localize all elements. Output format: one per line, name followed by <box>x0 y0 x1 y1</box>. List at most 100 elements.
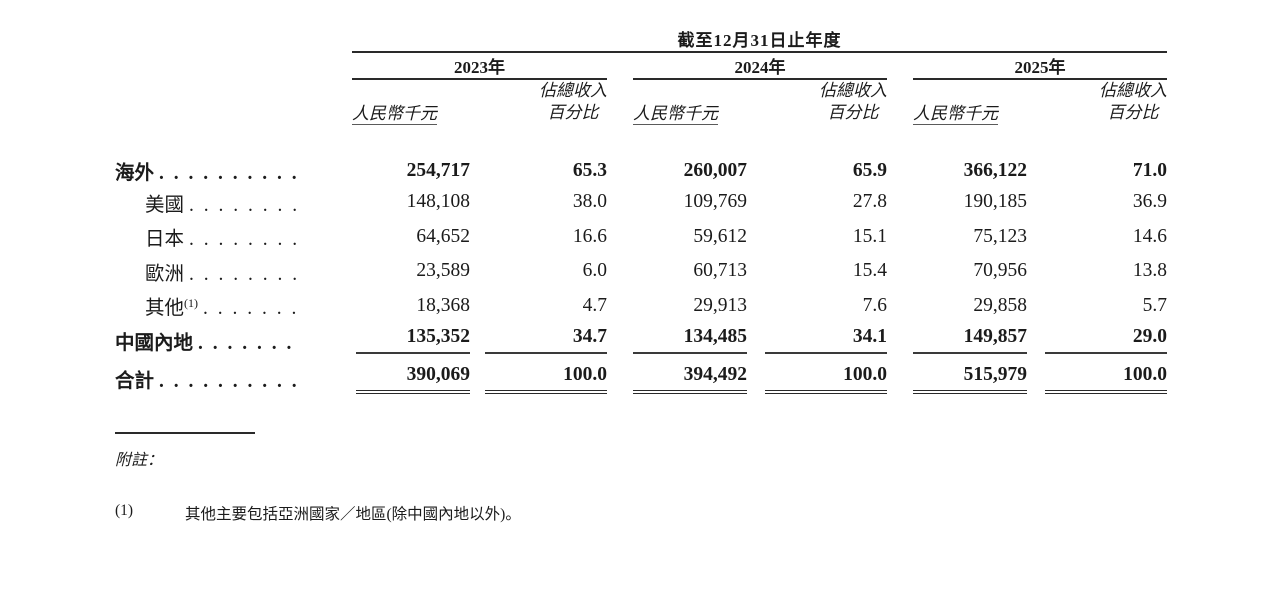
table-row-japan: 日本. . . . . . . . 64,652 16.6 59,612 15.… <box>115 220 1167 255</box>
column-gap <box>887 79 913 124</box>
pct-subheader-block: 佔總收入 百分比 <box>1099 80 1167 124</box>
amount-2023-cell: 148,108 <box>406 191 470 213</box>
row-label-cell: 其他(1) . . . . . . . <box>115 289 352 324</box>
amount-2024-cell: 394,492 <box>633 358 747 400</box>
pct-2023-cell: 16.6 <box>572 225 607 247</box>
year-header-2023: 2023年 <box>352 52 607 80</box>
pct-subheader-block: 佔總收入 百分比 <box>539 80 607 124</box>
pct-subheader-block: 佔總收入 百分比 <box>819 80 887 124</box>
amount-2024-cell: 260,007 <box>683 159 747 181</box>
row-label-cell: 美國. . . . . . . . <box>115 185 352 220</box>
amount-subheader-text: 人民幣千元 <box>352 104 437 126</box>
table-row-total: 合計. . . . . . . . . . 390,069 100.0 394,… <box>115 358 1167 400</box>
amount-2023-cell: 18,368 <box>416 294 470 316</box>
row-label-cell: 海外. . . . . . . . . . <box>115 124 352 185</box>
dot-leader: . . . . . . . . <box>189 263 300 285</box>
table-row-mainland-china: 中國內地. . . . . . . 135,352 34.7 134,485 3… <box>115 323 1167 358</box>
pct-2023-cell: 4.7 <box>582 294 607 316</box>
amount-2025-cell: 190,185 <box>963 191 1027 213</box>
table-row-others: 其他(1) . . . . . . . 18,368 4.7 29,913 7.6… <box>115 289 1167 324</box>
period-header-text: 截至12月31日止年度 <box>677 31 842 50</box>
pct-subheader-2023: 佔總收入 百分比 <box>470 79 607 124</box>
dot-leader: . . . . . . . . <box>189 229 300 251</box>
pct-2024-cell: 27.8 <box>852 191 887 213</box>
amount-subheader-text: 人民幣千元 <box>913 104 998 126</box>
pct-2024-cell: 65.9 <box>852 159 887 181</box>
year-header-2025: 2025年 <box>913 52 1167 80</box>
pct-2025-cell: 71.0 <box>1132 159 1167 181</box>
amount-2023-cell: 390,069 <box>352 358 470 400</box>
amount-2025-cell: 149,857 <box>913 323 1027 358</box>
pct-subheader-2024: 佔總收入 百分比 <box>747 79 887 124</box>
footnote-heading: 附註： <box>115 451 164 469</box>
pct-2023-cell: 65.3 <box>572 159 607 181</box>
table-row-us: 美國. . . . . . . . 148,108 38.0 109,769 2… <box>115 185 1167 220</box>
column-gap <box>887 185 913 220</box>
pct-2023-cell: 34.7 <box>470 323 607 358</box>
revenue-by-region-table: 截至12月31日止年度 2023年 2024年 2025年 人民幣千元 佔總收入 <box>115 26 1167 400</box>
pct-2025-cell: 100.0 <box>1027 358 1167 400</box>
footnote-divider <box>115 431 255 434</box>
spacer-cell <box>115 52 352 79</box>
footnote-marker-superscript: (1) <box>184 296 199 311</box>
column-gap <box>887 220 913 255</box>
column-gap <box>607 185 633 220</box>
amount-subheader-2024: 人民幣千元 <box>633 79 747 126</box>
year-header-row: 2023年 2024年 2025年 <box>115 52 1167 80</box>
footnote-item-1: (1) 其他主要包括亞洲國家／地區(除中國內地以外)。 <box>115 502 1280 524</box>
pct-2023-cell: 6.0 <box>582 260 607 282</box>
row-label: 日本 <box>145 229 185 251</box>
amount-2024-cell: 29,913 <box>693 294 747 316</box>
pct-subheader-line2: 百分比 <box>547 103 599 123</box>
pct-2025-cell: 14.6 <box>1132 225 1167 247</box>
column-gap <box>607 52 633 79</box>
spacer-cell <box>115 26 352 52</box>
row-label: 合計 <box>115 371 155 393</box>
pct-2024-cell: 7.6 <box>862 294 887 316</box>
row-label: 海外 <box>115 163 155 185</box>
column-gap <box>607 254 633 289</box>
pct-subheader-line2: 百分比 <box>1107 103 1159 123</box>
pct-subheader-line1: 佔總收入 <box>539 81 607 100</box>
column-gap <box>607 124 633 185</box>
spacer-cell <box>115 79 352 124</box>
pct-2023-cell: 38.0 <box>572 191 607 213</box>
amount-2025-cell: 515,979 <box>913 358 1027 400</box>
row-label-cell: 合計. . . . . . . . . . <box>115 358 352 400</box>
pct-subheader-line1: 佔總收入 <box>819 81 887 100</box>
year-header-2024: 2024年 <box>633 52 887 80</box>
subheader-row: 人民幣千元 佔總收入 百分比 人民幣千元 佔總收入 百分比 <box>115 79 1167 126</box>
row-label-cell: 中國內地. . . . . . . <box>115 323 352 358</box>
pct-subheader-line1: 佔總收入 <box>1099 81 1167 100</box>
amount-subheader-2023: 人民幣千元 <box>352 79 470 126</box>
column-gap <box>887 124 913 185</box>
row-label-cell: 日本. . . . . . . . <box>115 220 352 255</box>
row-label: 歐洲 <box>145 263 185 285</box>
dot-leader: . . . . . . . . . . <box>159 371 300 393</box>
pct-2025-cell: 5.7 <box>1142 294 1167 316</box>
column-gap <box>607 289 633 324</box>
amount-2024-cell: 60,713 <box>693 260 747 282</box>
amount-2024-cell: 59,612 <box>693 225 747 247</box>
pct-2025-cell: 29.0 <box>1027 323 1167 358</box>
dot-leader: . . . . . . . . . . <box>159 163 300 185</box>
column-gap <box>607 79 633 124</box>
period-header: 截至12月31日止年度 <box>352 26 1167 53</box>
footnote-item-text: 其他主要包括亞洲國家／地區(除中國內地以外)。 <box>185 505 521 523</box>
amount-2023-cell: 135,352 <box>352 323 470 358</box>
dot-leader: . . . . . . . <box>203 298 299 320</box>
amount-2025-cell: 70,956 <box>973 260 1027 282</box>
footnote-item-marker: (1) <box>115 501 134 519</box>
column-gap <box>607 220 633 255</box>
amount-2023-cell: 254,717 <box>406 159 470 181</box>
column-gap <box>887 254 913 289</box>
column-gap <box>887 358 913 400</box>
amount-2023-cell: 64,652 <box>416 225 470 247</box>
dot-leader: . . . . . . . . <box>189 194 300 216</box>
footnote-section: 附註： (1) 其他主要包括亞洲國家／地區(除中國內地以外)。 <box>115 431 1280 524</box>
pct-2024-cell: 34.1 <box>747 323 887 358</box>
column-gap <box>607 323 633 358</box>
pct-2025-cell: 13.8 <box>1132 260 1167 282</box>
pct-2024-cell: 15.4 <box>852 260 887 282</box>
